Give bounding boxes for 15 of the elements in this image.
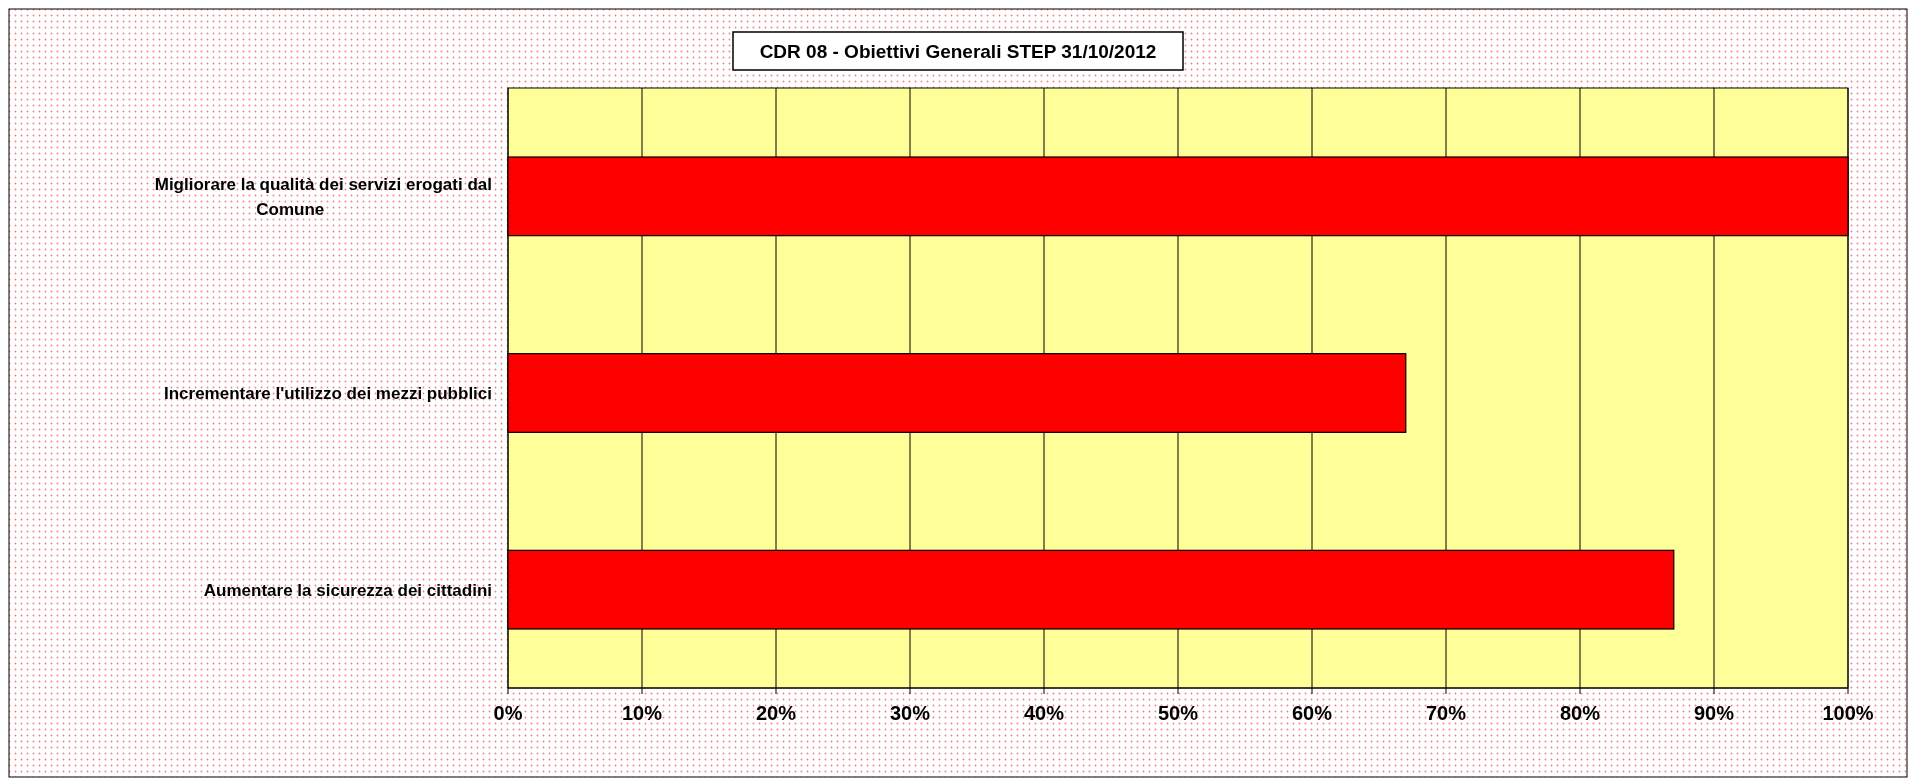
x-tick-label: 10% (621, 702, 663, 724)
y-tick-label: Migliorare la qualità dei servizi erogati dal Comune (154, 175, 492, 220)
x-tick-label: 100% (1822, 702, 1874, 724)
x-tick-label: 20% (755, 702, 797, 724)
x-tick-label: 0% (493, 702, 523, 724)
x-tick-label: 80% (1559, 702, 1601, 724)
x-tick-label: 90% (1693, 702, 1735, 724)
chart-title: CDR 08 - Obiettivi Generali STEP 31/10/2012 (759, 41, 1157, 62)
y-tick-label: Aumentare la sicurezza dei cittadini (203, 580, 492, 600)
x-tick-label: 40% (1023, 702, 1065, 724)
x-tick-label: 70% (1425, 702, 1467, 724)
y-tick-label: Incrementare l'utilizzo dei mezzi pubblici (163, 384, 492, 403)
x-tick-label: 60% (1291, 702, 1333, 724)
x-tick-label: 50% (1157, 702, 1199, 724)
x-tick-label: 30% (889, 702, 931, 724)
